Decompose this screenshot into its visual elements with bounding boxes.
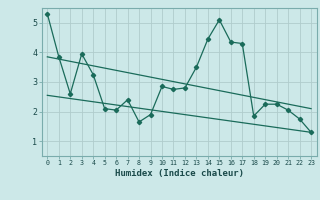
X-axis label: Humidex (Indice chaleur): Humidex (Indice chaleur) <box>115 169 244 178</box>
